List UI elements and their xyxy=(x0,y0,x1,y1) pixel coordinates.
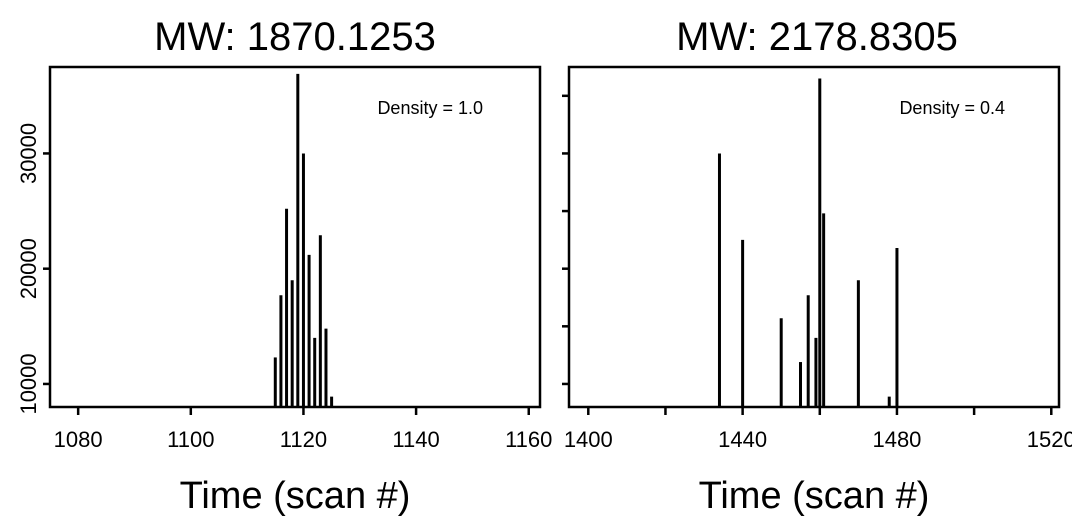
x-tick-label: 1140 xyxy=(392,427,439,452)
chart-panel-1: MW: 1870.1253 1080 1100 1120 1140 1160 10000 20… xyxy=(16,15,552,517)
chart-title: MW: 1870.1253 xyxy=(154,15,436,59)
x-tick-label: 1440 xyxy=(718,427,767,452)
y-tick-label: 20000 xyxy=(16,238,41,299)
plot-frame xyxy=(567,65,1061,409)
density-annotation: Density = 0.4 xyxy=(899,98,1005,118)
y-tick-label: 30000 xyxy=(16,123,41,184)
x-tick-label: 1400 xyxy=(564,427,613,452)
plot-frame xyxy=(48,65,542,409)
chart-panel-2: MW: 2178.8305 1400 1440 1480 1520 Density = 0… xyxy=(562,15,1072,517)
x-tick-label: 1520 xyxy=(1027,427,1072,452)
x-tick-label: 1160 xyxy=(505,427,552,452)
x-tick-label: 1080 xyxy=(54,427,103,452)
density-annotation: Density = 1.0 xyxy=(377,98,483,118)
chart-title: MW: 2178.8305 xyxy=(676,15,958,59)
x-tick-label: 1120 xyxy=(280,427,327,452)
x-axis-label: Time (scan #) xyxy=(180,475,411,517)
x-tick-label: 1100 xyxy=(167,427,214,452)
y-tick-label: 10000 xyxy=(16,353,41,414)
x-tick-label: 1480 xyxy=(872,427,921,452)
x-axis-label: Time (scan #) xyxy=(699,475,930,517)
